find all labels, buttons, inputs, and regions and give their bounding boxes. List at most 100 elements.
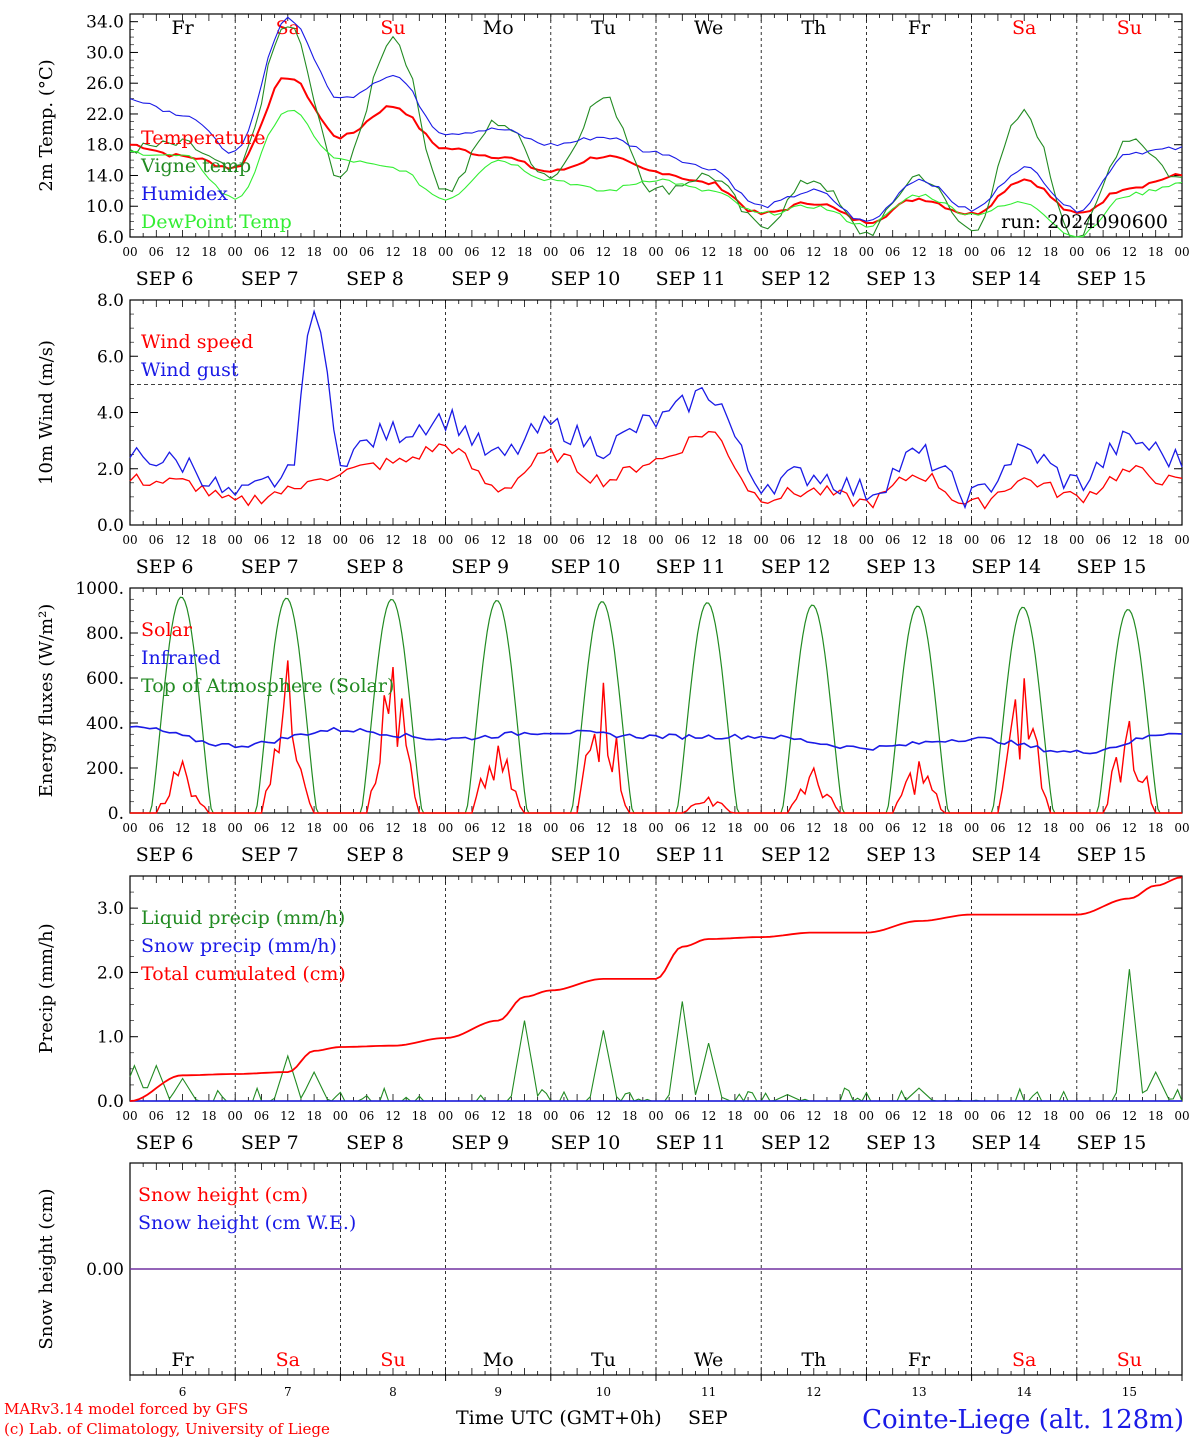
weekday-label: Th — [801, 17, 826, 39]
y-tick-label: 6.0 — [97, 228, 124, 248]
legend-dewpoint-temp: DewPoint Temp — [141, 211, 292, 233]
weekday-label: Fr — [171, 1349, 194, 1371]
hour-label: 12 — [596, 245, 611, 259]
hour-label: 06 — [1095, 245, 1110, 259]
hour-label: 12 — [385, 245, 400, 259]
hour-label: 06 — [464, 245, 479, 259]
hour-label: 18 — [201, 245, 216, 259]
hour-label: 00 — [964, 533, 979, 547]
legend-top-of-atmosphere-solar-: Top of Atmosphere (Solar) — [141, 675, 394, 697]
y-tick-label: 18.0 — [86, 136, 124, 156]
legend-humidex: Humidex — [141, 183, 228, 205]
hour-label: 12 — [911, 533, 926, 547]
date-label: SEP 13 — [866, 844, 936, 866]
hour-label: 12 — [175, 533, 190, 547]
y-tick-label: 0.0 — [97, 1092, 124, 1112]
hour-label: 18 — [306, 245, 321, 259]
hour-label: 00 — [543, 245, 558, 259]
hour-label: 00 — [438, 245, 453, 259]
hour-label: 12 — [1122, 245, 1137, 259]
hour-label: 06 — [464, 533, 479, 547]
date-label: SEP 10 — [550, 556, 620, 578]
day-of-month-label: 9 — [494, 1385, 502, 1399]
hour-label: 18 — [412, 1109, 427, 1123]
hour-label: 06 — [359, 821, 374, 835]
hour-label: 00 — [859, 821, 874, 835]
hour-label: 18 — [622, 533, 637, 547]
hour-label: 06 — [990, 533, 1005, 547]
y-tick-label: 3.0 — [97, 899, 124, 919]
hour-label: 06 — [780, 821, 795, 835]
run-annotation: run: 2024090600 — [1001, 211, 1168, 233]
hour-label: 06 — [885, 821, 900, 835]
series-wind-gust — [129, 308, 1183, 510]
day-of-month-label: 13 — [911, 1385, 926, 1399]
date-label: SEP 14 — [971, 844, 1041, 866]
hour-label: 00 — [964, 1109, 979, 1123]
hour-label: 06 — [780, 533, 795, 547]
series-total-cumulated — [129, 876, 1183, 1102]
hour-label: 18 — [727, 533, 742, 547]
date-label: SEP 14 — [971, 556, 1041, 578]
legend-total-cumulated-cm-: Total cumulated (cm) — [141, 963, 346, 985]
hour-label: 06 — [149, 245, 164, 259]
hour-label: 12 — [280, 533, 295, 547]
hour-label: 18 — [938, 245, 953, 259]
y-tick-label: 6.0 — [97, 347, 124, 367]
hour-label: 06 — [149, 821, 164, 835]
hour-label: 18 — [622, 245, 637, 259]
weekday-label: Su — [1117, 1349, 1142, 1371]
legend-temperature: Temperature — [141, 127, 265, 149]
hour-label: 12 — [806, 821, 821, 835]
date-label: SEP 9 — [451, 556, 509, 578]
precip-ylabel: Precip (mm/h) — [36, 923, 57, 1053]
hour-label: 18 — [1148, 821, 1163, 835]
y-tick-label: 4.0 — [97, 404, 124, 424]
hour-label: 12 — [1017, 245, 1032, 259]
hour-label: 18 — [517, 245, 532, 259]
hour-label: 12 — [701, 533, 716, 547]
hour-label: 18 — [1043, 533, 1058, 547]
legend-snow-precip-mm-h-: Snow precip (mm/h) — [141, 935, 337, 957]
hour-label: 18 — [832, 245, 847, 259]
y-tick-label: 400. — [86, 714, 124, 734]
hour-label: 12 — [701, 1109, 716, 1123]
hour-label: 18 — [1043, 245, 1058, 259]
y-tick-label: 0.00 — [86, 1260, 124, 1280]
hour-label: 18 — [1043, 821, 1058, 835]
hour-label: 18 — [306, 533, 321, 547]
y-tick-label: 34.0 — [86, 13, 124, 33]
hour-label: 18 — [832, 821, 847, 835]
hour-label: 00 — [122, 821, 137, 835]
hour-label: 12 — [385, 533, 400, 547]
hour-label: 06 — [990, 821, 1005, 835]
date-label: SEP 6 — [136, 844, 194, 866]
hour-label: 18 — [412, 821, 427, 835]
date-label: SEP 8 — [346, 1132, 404, 1154]
weekday-label: Fr — [908, 17, 931, 39]
hour-label: 06 — [254, 1109, 269, 1123]
y-tick-label: 10.0 — [86, 197, 124, 217]
series-dewpoint-temp — [130, 109, 1183, 238]
date-label: SEP 9 — [451, 1132, 509, 1154]
date-label: SEP 7 — [241, 844, 299, 866]
hour-label: 18 — [201, 821, 216, 835]
hour-label: 12 — [491, 1109, 506, 1123]
hour-label: 06 — [780, 1109, 795, 1123]
legend-vigne-temp: Vigne temp — [140, 155, 251, 177]
hour-label: 00 — [964, 821, 979, 835]
hour-label: 00 — [964, 245, 979, 259]
weekday-label: We — [694, 17, 723, 39]
hour-label: 06 — [675, 245, 690, 259]
hour-label: 12 — [175, 1109, 190, 1123]
hour-label: 18 — [1148, 1109, 1163, 1123]
hour-label: 12 — [1122, 533, 1137, 547]
hour-label: 12 — [491, 821, 506, 835]
snow-ylabel: Snow height (cm) — [36, 1188, 57, 1349]
date-label: SEP 6 — [136, 1132, 194, 1154]
hour-label: 00 — [1069, 1109, 1084, 1123]
hour-label: 00 — [228, 821, 243, 835]
hour-label: 18 — [938, 533, 953, 547]
hour-label: 06 — [254, 821, 269, 835]
date-label: SEP 9 — [451, 268, 509, 290]
